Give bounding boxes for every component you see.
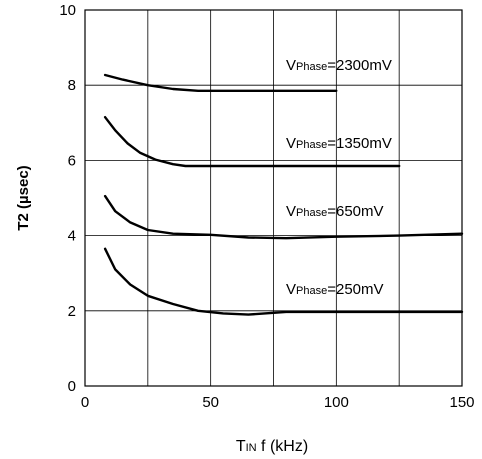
x-tick-label: 50 [202, 394, 219, 411]
series-label-3: VPhase=250mV [286, 281, 384, 298]
series-label-1: VPhase=1350mV [286, 135, 392, 152]
tick-labels: 0 50 100 150 0 2 4 6 8 10 [59, 2, 474, 411]
series-label-2: VPhase=650mV [286, 203, 384, 220]
series-line-3 [103, 247, 464, 316]
y-tick-label: 8 [68, 77, 76, 94]
x-tick-label: 100 [324, 394, 349, 411]
series-labels: VPhase=2300mV VPhase=1350mV VPhase=650mV VP… [286, 57, 392, 298]
y-tick-label: 0 [68, 378, 76, 395]
x-tick-label: 150 [449, 394, 474, 411]
y-tick-label: 4 [68, 228, 76, 245]
y-axis-title: T2 (µsec) [15, 165, 32, 230]
series-label-0: VPhase=2300mV [286, 57, 392, 74]
series-line-1 [103, 116, 401, 168]
plot-frame [84, 9, 463, 387]
y-tick-label: 10 [59, 2, 76, 19]
series-lines [103, 73, 464, 316]
series-line-0 [103, 73, 338, 92]
series-line-2 [103, 194, 464, 240]
y-tick-label: 6 [68, 152, 76, 169]
x-axis-title: TIN f (kHz) [236, 438, 308, 455]
y-tick-label: 2 [68, 303, 76, 320]
x-tick-label: 0 [81, 394, 89, 411]
grid [85, 10, 462, 386]
